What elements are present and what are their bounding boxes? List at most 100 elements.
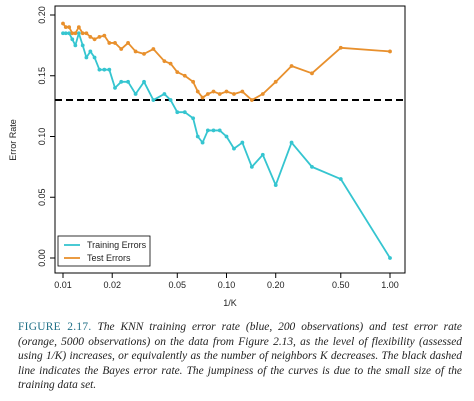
data-point: [142, 79, 146, 84]
x-axis: 0.01 0.02 0.05 0.10 0.20 0.50 1.00: [54, 273, 399, 290]
data-point: [182, 110, 187, 115]
data-point: [200, 95, 205, 100]
series-test-errors: [61, 21, 392, 102]
x-tick-label: 0.05: [169, 280, 187, 290]
y-tick-label: 0.15: [37, 67, 47, 85]
data-point: [205, 92, 210, 96]
x-tick-label: 0.01: [54, 280, 72, 290]
data-point: [240, 140, 245, 145]
data-point: [84, 31, 89, 36]
data-point: [182, 73, 187, 78]
knn-error-chart: 0.00 0.05 0.10 0.15 0.20 0.01 0.02 0.05 0.10 0.2…: [8, 5, 406, 308]
series-training-errors: [61, 31, 392, 260]
data-point: [63, 31, 68, 36]
data-point: [73, 31, 78, 36]
data-point: [102, 67, 107, 72]
data-point: [162, 59, 167, 64]
data-point: [191, 116, 196, 121]
data-point: [88, 49, 93, 54]
y-tick-label: 0.10: [37, 128, 47, 146]
figure-caption-label: FIGURE 2.17.: [18, 321, 92, 333]
figure-caption-text: The KNN training error rate (blue, 200 o…: [18, 321, 462, 392]
data-point: [217, 92, 222, 96]
data-point: [310, 164, 314, 169]
data-point: [70, 31, 75, 36]
data-point: [191, 79, 196, 84]
data-point: [102, 33, 107, 38]
series-line: [62, 22, 391, 101]
data-point: [260, 152, 265, 157]
y-axis: 0.00 0.05 0.10 0.15 0.20: [37, 6, 55, 267]
data-point: [133, 92, 138, 96]
data-point: [61, 31, 65, 36]
series-layer: [61, 21, 392, 260]
x-tick-label: 0.50: [332, 280, 350, 290]
data-point: [92, 55, 97, 60]
data-point: [232, 146, 236, 151]
data-point: [289, 64, 294, 68]
data-point: [142, 51, 146, 56]
data-point: [63, 25, 68, 30]
data-point: [338, 177, 343, 181]
data-point: [388, 49, 392, 54]
data-point: [107, 67, 112, 72]
data-point: [338, 45, 343, 50]
data-point: [80, 43, 85, 48]
x-tick-label: 0.10: [218, 280, 236, 290]
data-point: [168, 61, 173, 66]
x-axis-title: 1/K: [223, 298, 237, 308]
series-line: [63, 32, 391, 259]
data-point: [175, 70, 180, 75]
data-point: [310, 71, 314, 76]
data-point: [224, 134, 229, 139]
y-tick-label: 0.05: [37, 188, 47, 206]
x-tick-label: 1.00: [381, 280, 399, 290]
data-point: [200, 140, 205, 145]
data-point: [240, 89, 245, 94]
data-point: [88, 34, 93, 39]
data-point: [195, 89, 200, 94]
data-point: [76, 31, 81, 36]
data-point: [205, 128, 210, 133]
data-point: [273, 183, 278, 188]
legend-label-training: Training Errors: [87, 240, 147, 250]
plot-frame: [54, 5, 406, 274]
x-tick-label: 0.02: [103, 280, 121, 290]
data-point: [249, 98, 254, 102]
figure-caption: FIGURE 2.17. The KNN training error rate…: [18, 320, 462, 393]
data-point: [113, 86, 117, 90]
data-point: [168, 98, 173, 102]
data-point: [273, 79, 278, 84]
legend-label-test: Test Errors: [87, 253, 131, 263]
data-point: [162, 92, 167, 96]
data-point: [92, 37, 97, 42]
data-point: [119, 79, 124, 84]
legend-box: [57, 235, 151, 267]
data-point: [113, 41, 117, 45]
y-axis-title: Error Rate: [8, 119, 18, 161]
data-point: [61, 21, 65, 26]
data-point: [107, 41, 112, 45]
data-point: [151, 47, 156, 51]
legend: Training Errors Test Errors: [57, 235, 151, 267]
data-point: [224, 89, 229, 94]
data-point: [211, 128, 216, 133]
data-point: [76, 25, 81, 30]
data-point: [84, 55, 89, 60]
data-point: [195, 134, 200, 139]
data-point: [73, 43, 78, 48]
data-point: [289, 140, 294, 145]
data-point: [260, 92, 265, 96]
x-tick-label: 0.20: [267, 280, 285, 290]
data-point: [133, 49, 138, 54]
data-point: [211, 89, 216, 94]
data-point: [217, 128, 222, 133]
y-tick-label: 0.00: [37, 249, 47, 267]
data-point: [67, 31, 72, 36]
data-point: [97, 67, 102, 72]
data-point: [388, 256, 392, 260]
data-point: [232, 92, 236, 96]
data-point: [70, 37, 75, 42]
data-point: [67, 25, 72, 30]
data-point: [151, 98, 156, 102]
